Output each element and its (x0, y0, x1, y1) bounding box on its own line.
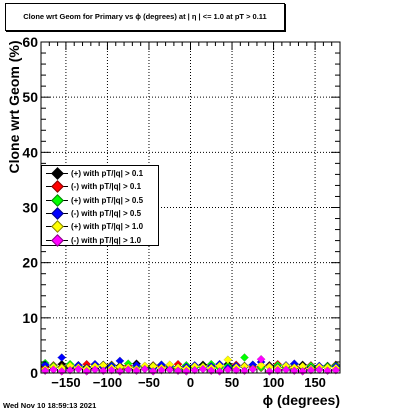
axis-ticks (41, 41, 340, 374)
timestamp: Wed Nov 10 18:59:13 2021 (3, 401, 97, 410)
legend-entry: (-) with pT/|q| > 0.5 (42, 207, 160, 220)
x-tick-label: −50 (138, 375, 160, 390)
legend-entry: (+) with pT/|q| > 1.0 (42, 220, 160, 234)
legend-entry: (-) with pT/|q| > 0.1 (42, 180, 160, 194)
legend-label: (+) with pT/|q| > 1.0 (71, 222, 144, 232)
x-tick-label: 0 (187, 375, 194, 390)
legend-label: (-) with pT/|q| > 0.1 (71, 182, 142, 192)
legend-marker-icon (51, 167, 64, 180)
x-tick-label: 50 (225, 375, 239, 390)
y-tick-label: 40 (22, 144, 38, 160)
y-tick-label: 60 (22, 34, 38, 50)
legend-entry: (+) with pT/|q| > 0.1 (42, 167, 160, 180)
y-axis-label: Clone wrt Geom (%) (6, 40, 22, 173)
y-tick-label: 30 (22, 200, 38, 216)
legend-entry: (+) with pT/|q| > 0.5 (42, 193, 160, 207)
y-tick-label: 20 (22, 255, 38, 271)
x-axis-label: ϕ (degrees) (263, 392, 340, 408)
y-tick-label: 50 (22, 89, 38, 105)
legend-marker-icon (51, 220, 64, 234)
legend-label: (-) with pT/|q| > 1.0 (71, 235, 142, 245)
legend-label: (+) with pT/|q| > 0.1 (71, 169, 144, 178)
legend-label: (-) with pT/|q| > 0.5 (71, 208, 142, 218)
x-tick-label: −150 (51, 375, 80, 390)
x-tick-label: 150 (304, 375, 326, 390)
legend-marker-icon (51, 233, 64, 247)
legend: (+) with pT/|q| > 0.1 (-) with pT/|q| > 0… (41, 165, 160, 247)
legend-label: (+) with pT/|q| > 0.5 (71, 195, 144, 205)
tick-labels: −150 −100 −50 0 50 100 150 0 10 20 30 40 50 60 (22, 34, 326, 390)
chart-title: Clone wrt Geom for Primary vs ϕ (degrees… (5, 3, 285, 31)
legend-marker-icon (51, 180, 64, 194)
legend-marker-icon (51, 193, 64, 207)
y-tick-label: 0 (30, 365, 38, 381)
legend-marker-icon (51, 207, 64, 220)
x-tick-label: −100 (93, 375, 122, 390)
legend-entry: (-) with pT/|q| > 1.0 (42, 233, 160, 247)
y-tick-label: 10 (22, 310, 38, 326)
x-tick-label: 100 (263, 375, 285, 390)
